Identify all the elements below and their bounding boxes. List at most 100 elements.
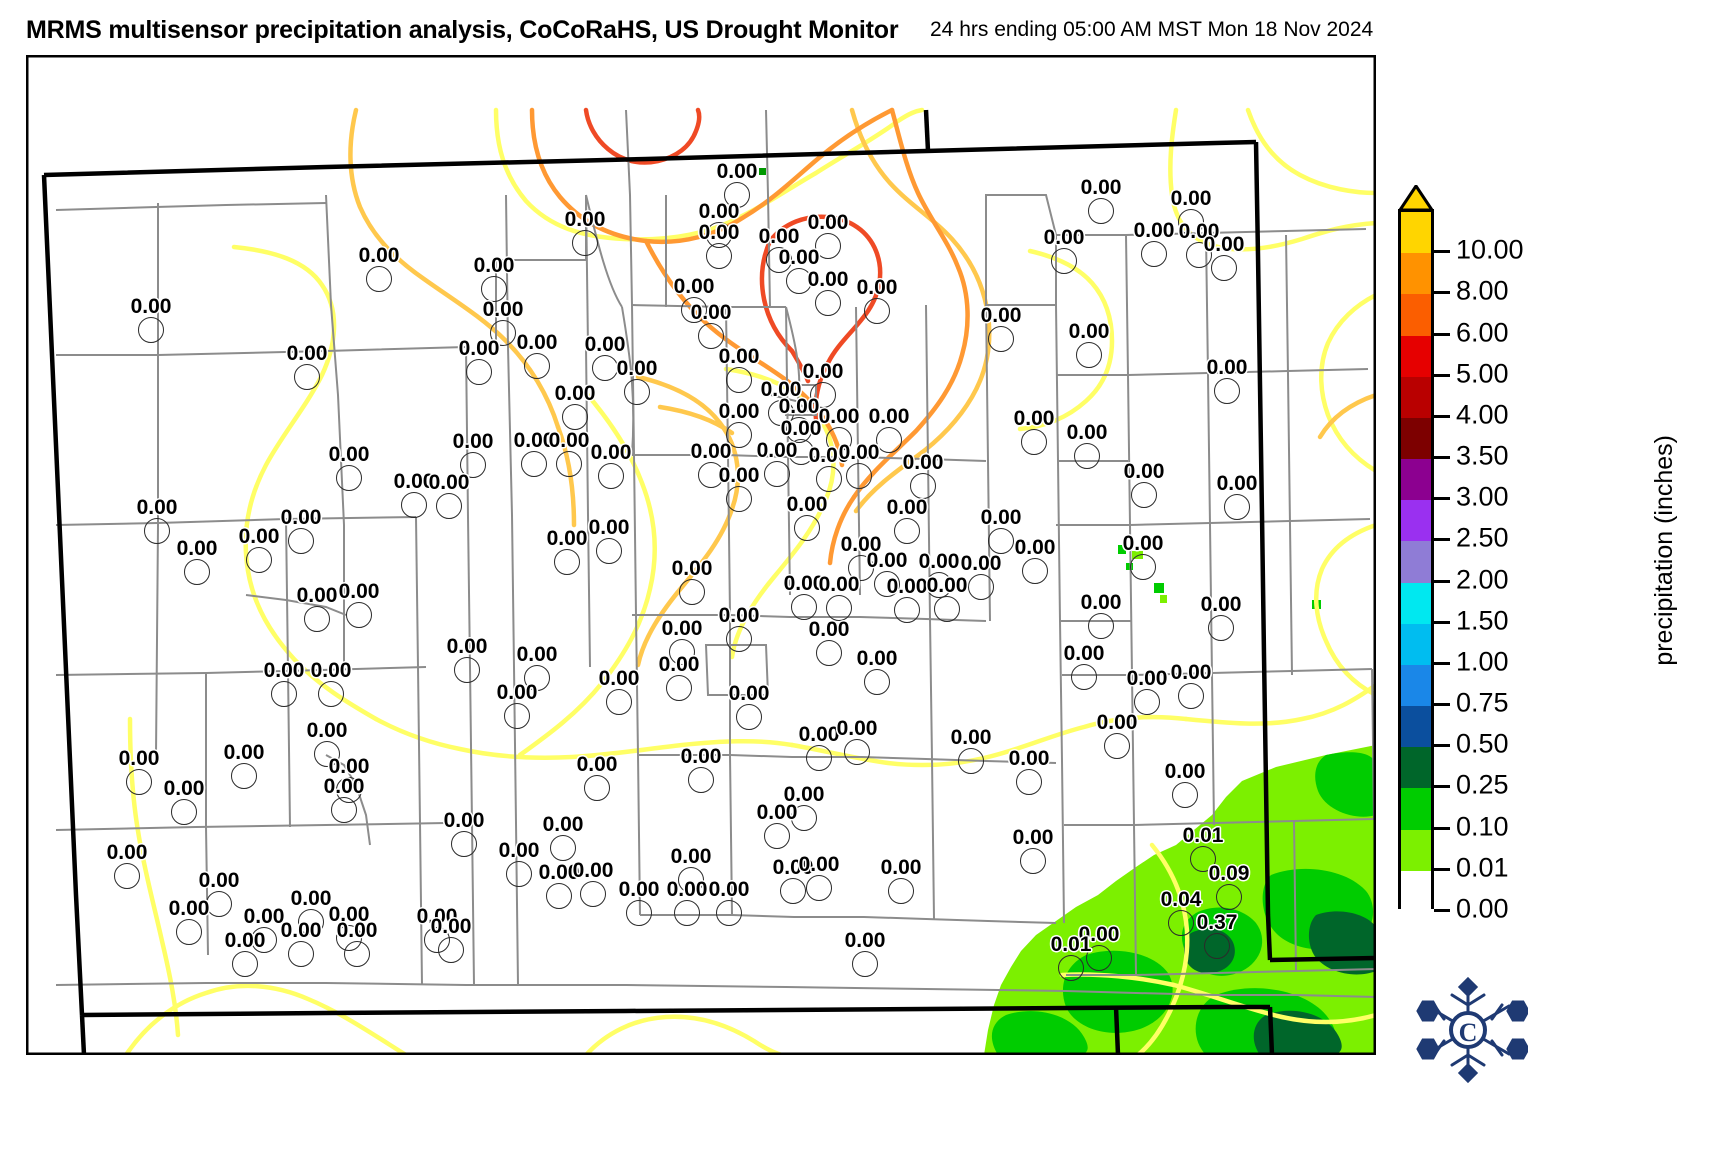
station-value: 0.00 [673, 275, 715, 298]
station-value: 0.00 [980, 506, 1022, 529]
station-circle-icon [1058, 955, 1084, 981]
colorbar-tick-label: 0.25 [1456, 769, 1509, 800]
station-circle-icon [706, 243, 732, 269]
station-circle-icon [454, 657, 480, 683]
station-circle-icon [144, 518, 170, 544]
station-circle-icon [726, 486, 752, 512]
station-circle-icon [988, 528, 1014, 554]
station-circle-icon [864, 669, 890, 695]
station-circle-icon [251, 927, 277, 953]
station-value: 0.00 [546, 527, 588, 550]
station-circle-icon [780, 878, 806, 904]
station-value: 0.00 [338, 580, 380, 603]
colorbar-segment [1401, 747, 1431, 789]
station-value: 0.04 [1160, 888, 1202, 911]
colorbar-tick-label: 1.50 [1456, 605, 1509, 636]
station-value: 0.00 [1096, 711, 1138, 734]
station-value: 0.00 [584, 333, 626, 356]
station-circle-icon [764, 823, 790, 849]
station-value: 0.01 [1050, 933, 1092, 956]
station-value: 0.00 [576, 753, 618, 776]
precip-shading [759, 168, 1376, 1055]
colorbar-tick-label: 0.01 [1456, 852, 1509, 883]
colorbar-tick [1434, 414, 1450, 418]
precipitation-map[interactable]: 0.00 0.00 0.00 0.00 0.00 0.00 0.00 0.00 0.00 0.00… [26, 55, 1376, 1055]
station-value: 0.00 [498, 839, 540, 862]
colorbar-tick [1434, 867, 1450, 871]
station-circle-icon [726, 626, 752, 652]
colorbar-segment [1401, 459, 1431, 501]
station-circle-icon [736, 704, 762, 730]
station-circle-icon [366, 266, 392, 292]
station-value: 0.00 [856, 647, 898, 670]
page-header: MRMS multisensor precipitation analysis,… [0, 0, 1720, 52]
colorbar-tick-label: 2.50 [1456, 522, 1509, 553]
station-circle-icon [888, 878, 914, 904]
station-value: 0.37 [1196, 911, 1238, 934]
colorbar-tick [1434, 909, 1450, 912]
station-circle-icon [331, 797, 357, 823]
station-value: 0.00 [482, 298, 524, 321]
station-circle-icon [791, 594, 817, 620]
station-value: 0.00 [950, 726, 992, 749]
station-value: 0.00 [756, 801, 798, 824]
station-value: 0.00 [590, 441, 632, 464]
station-circle-icon [490, 320, 516, 346]
station-circle-icon [592, 355, 618, 381]
station-circle-icon [1074, 443, 1100, 469]
colorbar-segment [1401, 376, 1431, 418]
station-value: 0.00 [798, 853, 840, 876]
station-value: 0.00 [661, 617, 703, 640]
station-value: 0.00 [918, 550, 960, 573]
station-value: 0.00 [542, 813, 584, 836]
station-value: 0.00 [1178, 220, 1220, 243]
colorbar-segment [1401, 253, 1431, 295]
station-circle-icon [554, 549, 580, 575]
station-circle-icon [1131, 482, 1157, 508]
station-value: 0.00 [328, 443, 370, 466]
station-value: 0.00 [513, 429, 555, 452]
colorbar-segment [1401, 500, 1431, 542]
station-circle-icon [669, 639, 695, 665]
colorbar-tick [1434, 250, 1450, 254]
colorbar-tick-label: 0.10 [1456, 811, 1509, 842]
station-circle-icon [826, 595, 852, 621]
station-value: 0.00 [136, 496, 178, 519]
station-circle-icon [679, 579, 705, 605]
station-value: 0.00 [856, 276, 898, 299]
station-value: 0.00 [328, 755, 370, 778]
station-value: 0.00 [598, 667, 640, 690]
station-circle-icon [666, 675, 692, 701]
cocorahs-snowflake-logo-icon: C [1416, 976, 1528, 1084]
station-circle-icon [481, 276, 507, 302]
station-value: 0.00 [783, 572, 825, 595]
station-value: 0.00 [1043, 226, 1085, 249]
station-value: 0.00 [840, 533, 882, 556]
station-circle-icon [1016, 769, 1042, 795]
station-value: 0.00 [671, 557, 713, 580]
station-value: 0.00 [280, 919, 322, 942]
colorbar-gradient [1398, 209, 1434, 912]
station-circle-icon [815, 290, 841, 316]
station-value: 0.00 [130, 295, 172, 318]
station-value: 0.00 [452, 430, 494, 453]
station-circle-icon [698, 323, 724, 349]
station-value: 0.00 [516, 643, 558, 666]
station-value: 0.00 [866, 549, 908, 572]
station-value: 0.00 [1008, 747, 1050, 770]
station-value: 0.00 [243, 905, 285, 928]
station-circle-icon [786, 268, 812, 294]
page-title: MRMS multisensor precipitation analysis,… [26, 16, 899, 44]
station-circle-icon [1214, 378, 1240, 404]
station-circle-icon [988, 326, 1014, 352]
station-circle-icon [968, 574, 994, 600]
station-value: 0.01 [1182, 824, 1224, 847]
station-value: 0.00 [886, 496, 928, 519]
station-circle-icon [806, 745, 832, 771]
colorbar-tick-label: 2.00 [1456, 564, 1509, 595]
station-circle-icon [678, 867, 704, 893]
colorbar-tick [1434, 497, 1450, 501]
station-value: 0.00 [443, 809, 485, 832]
colorbar-tick [1434, 785, 1450, 789]
station-value: 0.00 [306, 719, 348, 742]
